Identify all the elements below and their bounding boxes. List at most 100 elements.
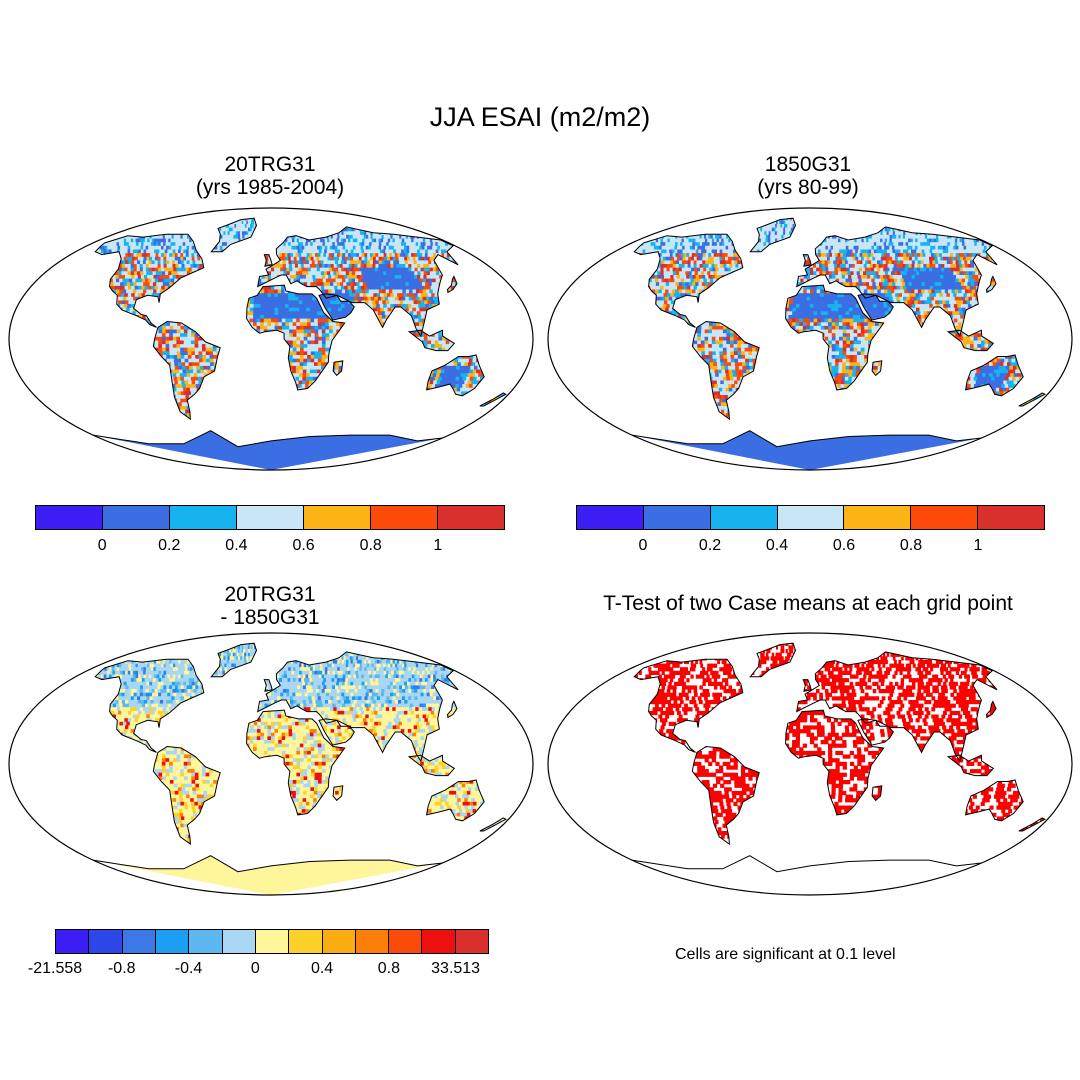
coastline-madagascar [871,360,883,377]
colorbar-swatch-2 [122,930,156,953]
coastline-uk [802,679,812,692]
coastline-arabia [318,718,355,746]
coastline-north-america [633,658,744,753]
colorbar-absolute-2 [576,505,1045,530]
colorbar-tick-label: 1 [974,537,983,555]
panel-3-title: 20TRG31 - 1850G31 [90,583,450,629]
colorbar-swatch-0 [56,930,90,953]
panel-2-title-line2: (yrs 80-99) [628,176,988,199]
colorbar-swatch-2 [710,506,778,529]
colorbar-swatch-2 [170,506,237,529]
coastline-indonesia [407,754,456,777]
panel-4-title: T-Test of two Case means at each grid po… [548,592,1068,615]
coastline-japan [446,275,458,294]
colorbar-swatch-1 [103,506,170,529]
colorbar-swatch-6 [255,930,290,953]
significance-note: Cells are significant at 0.1 level [675,946,896,964]
coastline-uk [802,254,812,267]
panel-3-title-line2: - 1850G31 [90,606,450,629]
coastline-uk [263,679,273,692]
colorbar-tick-label: 0.2 [699,537,721,555]
colorbar-swatch-1 [89,930,123,953]
coastline-antarctica [631,430,982,448]
coastline-indonesia [946,754,995,777]
map-background [9,633,533,895]
colorbar-swatch-7 [289,930,323,953]
colorbar-swatch-4 [304,506,371,529]
colorbar-swatch-10 [389,930,423,953]
panel-1-title-line1: 20TRG31 [90,153,450,176]
panel-1-title: 20TRG31 (yrs 1985-2004) [90,153,450,199]
colorbar-swatch-6 [438,506,504,529]
colorbar-swatch-9 [355,930,390,953]
coastline-japan [985,275,997,294]
coastline-madagascar [332,785,344,802]
map-background [9,208,533,470]
map-background [548,633,1072,895]
colorbar-tick-label: 0.4 [225,537,247,555]
colorbar-tick-label: 0.8 [360,537,382,555]
colorbar-swatch-0 [36,506,103,529]
coastline-africa [785,284,885,391]
colorbar-swatch-4 [844,506,912,529]
coastline-australia [425,354,485,397]
colorbar-swatch-1 [643,506,711,529]
map-panel-difference [8,632,534,896]
colorbar-tick-label: 0.2 [158,537,180,555]
coastline-uk [263,254,273,267]
coastline-australia [964,779,1024,822]
coastline-madagascar [871,785,883,802]
colorbar-difference [55,929,489,954]
coastline-eurasia [796,226,998,338]
colorbar-tick-label: -21.558 [28,960,82,978]
map-panel-20trg31 [8,207,534,471]
colorbar-swatch-11 [422,930,456,953]
map-border [547,632,1073,896]
coastline-greenland [210,217,258,253]
colorbar-difference-labels: -21.558 -0.8 -0.4 0 0.4 0.8 33.513 [28,960,489,982]
antarctica-fill [92,855,443,895]
colorbar-absolute-2-labels: 0 0.2 0.4 0.6 0.8 1 [576,537,1045,559]
coastline-antarctica [631,855,982,873]
coastline-new-zealand [1018,817,1046,832]
colorbar-tick-label: 0.4 [311,960,333,978]
coastline-south-america [691,745,760,846]
figure-title: JJA ESAI (m2/m2) [0,102,1080,133]
coastline-indonesia [407,329,456,352]
colorbar-swatch-5 [911,506,979,529]
colorbar-swatch-4 [189,930,223,953]
map-background [548,208,1072,470]
coastline-south-america [152,320,221,421]
coastline-indonesia [946,329,995,352]
coastline-africa [785,709,885,816]
colorbar-tick-label: 0.8 [378,960,400,978]
map-border [547,207,1073,471]
colorbar-tick-label: 0 [251,960,260,978]
colorbar-swatch-5 [222,930,256,953]
colorbar-swatch-6 [978,506,1045,529]
coastline-new-zealand [479,817,507,832]
coastline-australia [964,354,1024,397]
coastline-north-america [94,658,205,753]
colorbar-tick-label: -0.4 [175,960,203,978]
coastline-australia [425,779,485,822]
coastline-eurasia [257,651,459,763]
coastline-greenland [210,642,258,678]
colorbar-swatch-5 [371,506,438,529]
colorbar-tick-label: 33.513 [431,960,480,978]
panel-2-title: 1850G31 (yrs 80-99) [628,153,988,199]
coastline-africa [246,284,346,391]
colorbar-swatch-3 [237,506,304,529]
colorbar-absolute-1-labels: 0 0.2 0.4 0.6 0.8 1 [35,537,505,559]
coastline-greenland [749,217,797,253]
colorbar-swatch-3 [155,930,190,953]
antarctica-fill [92,430,443,470]
colorbar-swatch-0 [577,506,644,529]
coastline-new-zealand [479,392,507,407]
coastline-africa [246,709,346,816]
colorbar-tick-label: 1 [433,537,442,555]
colorbar-tick-label: 0.6 [833,537,855,555]
coastline-madagascar [332,360,344,377]
colorbar-tick-label: 0 [98,537,107,555]
coastline-south-america [152,745,221,846]
